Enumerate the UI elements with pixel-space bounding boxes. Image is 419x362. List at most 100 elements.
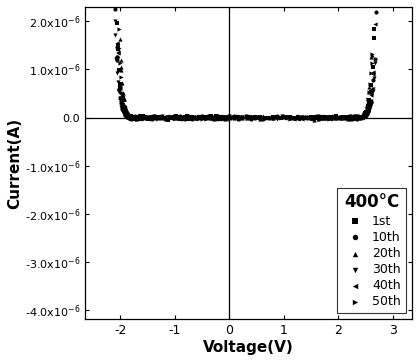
1st — [361, 113, 367, 119]
30th — [174, 115, 181, 121]
1st — [131, 115, 138, 121]
10th — [326, 114, 333, 120]
50th — [363, 105, 370, 110]
40th — [156, 114, 163, 119]
40th — [291, 116, 297, 122]
10th — [333, 115, 340, 121]
20th — [123, 109, 130, 114]
40th — [120, 108, 127, 114]
10th — [220, 115, 227, 121]
1st — [342, 114, 349, 120]
10th — [230, 114, 237, 119]
10th — [212, 114, 218, 120]
50th — [172, 115, 178, 121]
1st — [124, 111, 130, 117]
30th — [370, 89, 376, 94]
1st — [176, 115, 183, 121]
40th — [365, 105, 372, 110]
10th — [189, 117, 195, 122]
10th — [321, 115, 328, 121]
10th — [120, 108, 127, 114]
10th — [127, 114, 134, 119]
50th — [226, 114, 233, 120]
30th — [331, 114, 338, 120]
40th — [132, 115, 138, 121]
1st — [333, 113, 339, 119]
30th — [126, 114, 133, 120]
20th — [220, 115, 227, 121]
1st — [252, 114, 259, 120]
30th — [199, 115, 205, 121]
20th — [365, 98, 371, 104]
20th — [307, 115, 314, 121]
10th — [363, 111, 370, 117]
20th — [347, 115, 354, 121]
10th — [251, 115, 258, 121]
50th — [308, 115, 315, 121]
10th — [314, 114, 321, 120]
50th — [205, 115, 212, 121]
20th — [224, 114, 230, 120]
50th — [357, 114, 364, 120]
30th — [129, 115, 136, 121]
50th — [282, 113, 288, 119]
30th — [132, 114, 139, 119]
30th — [226, 113, 233, 119]
1st — [129, 114, 136, 120]
1st — [295, 114, 301, 120]
10th — [122, 112, 129, 118]
40th — [172, 114, 178, 120]
20th — [227, 113, 233, 119]
30th — [282, 115, 289, 121]
50th — [124, 112, 131, 118]
30th — [169, 114, 176, 119]
30th — [365, 107, 372, 113]
40th — [316, 114, 322, 120]
20th — [122, 104, 129, 110]
10th — [367, 99, 374, 105]
50th — [360, 113, 367, 119]
40th — [248, 114, 254, 120]
50th — [132, 115, 139, 121]
1st — [287, 114, 293, 119]
40th — [312, 115, 319, 121]
40th — [288, 115, 295, 121]
30th — [253, 114, 260, 120]
10th — [357, 115, 364, 121]
30th — [115, 88, 122, 94]
30th — [322, 114, 328, 120]
30th — [122, 111, 128, 117]
20th — [310, 117, 317, 122]
10th — [184, 115, 190, 121]
1st — [121, 107, 128, 113]
30th — [372, 60, 378, 66]
20th — [205, 114, 212, 120]
40th — [202, 115, 209, 121]
30th — [114, 79, 121, 84]
30th — [137, 113, 144, 119]
50th — [352, 115, 359, 121]
10th — [163, 114, 170, 120]
50th — [326, 116, 333, 122]
10th — [201, 115, 207, 121]
30th — [295, 114, 301, 120]
50th — [138, 115, 145, 121]
20th — [206, 115, 213, 121]
1st — [117, 81, 124, 87]
30th — [199, 114, 205, 119]
50th — [122, 108, 129, 113]
1st — [132, 115, 139, 121]
10th — [352, 113, 359, 119]
1st — [216, 115, 223, 121]
1st — [201, 114, 208, 120]
40th — [124, 112, 131, 118]
20th — [201, 115, 207, 121]
50th — [278, 115, 285, 121]
20th — [322, 115, 329, 121]
10th — [138, 115, 145, 121]
40th — [121, 109, 128, 114]
40th — [234, 116, 241, 122]
40th — [370, 70, 376, 75]
30th — [189, 115, 195, 121]
50th — [119, 93, 126, 99]
